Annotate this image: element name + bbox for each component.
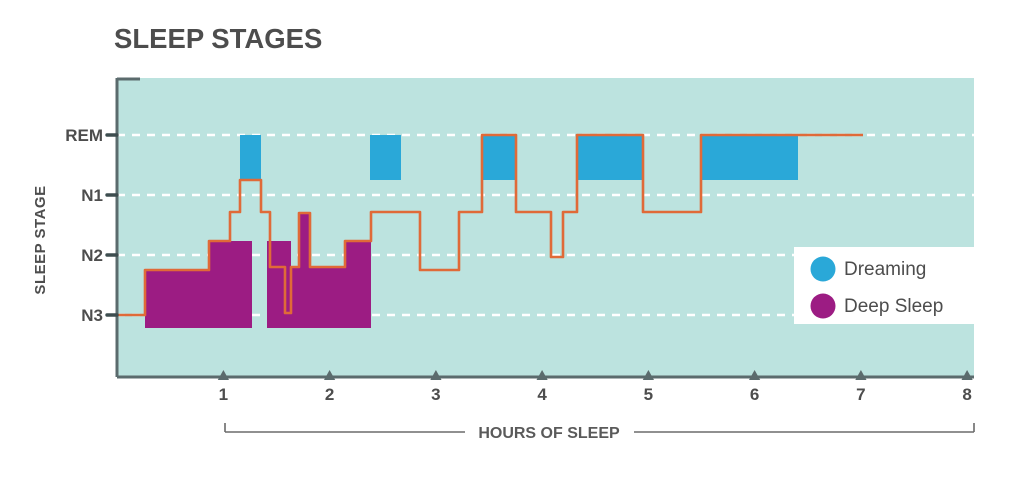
svg-text:REM: REM — [65, 126, 103, 145]
svg-text:N3: N3 — [81, 306, 103, 325]
svg-text:4: 4 — [537, 385, 547, 404]
svg-text:1: 1 — [219, 385, 228, 404]
svg-text:5: 5 — [644, 385, 653, 404]
svg-text:HOURS OF SLEEP: HOURS OF SLEEP — [478, 425, 620, 442]
svg-text:8: 8 — [962, 385, 971, 404]
svg-text:SLEEP STAGE: SLEEP STAGE — [32, 185, 49, 294]
svg-text:3: 3 — [431, 385, 440, 404]
svg-text:Dreaming: Dreaming — [844, 259, 926, 280]
svg-text:6: 6 — [750, 385, 759, 404]
svg-text:Deep Sleep: Deep Sleep — [844, 296, 943, 317]
svg-text:N1: N1 — [81, 186, 103, 205]
svg-text:7: 7 — [856, 385, 865, 404]
svg-text:2: 2 — [325, 385, 334, 404]
svg-text:N2: N2 — [81, 246, 103, 265]
svg-text:SLEEP STAGES: SLEEP STAGES — [114, 23, 322, 54]
